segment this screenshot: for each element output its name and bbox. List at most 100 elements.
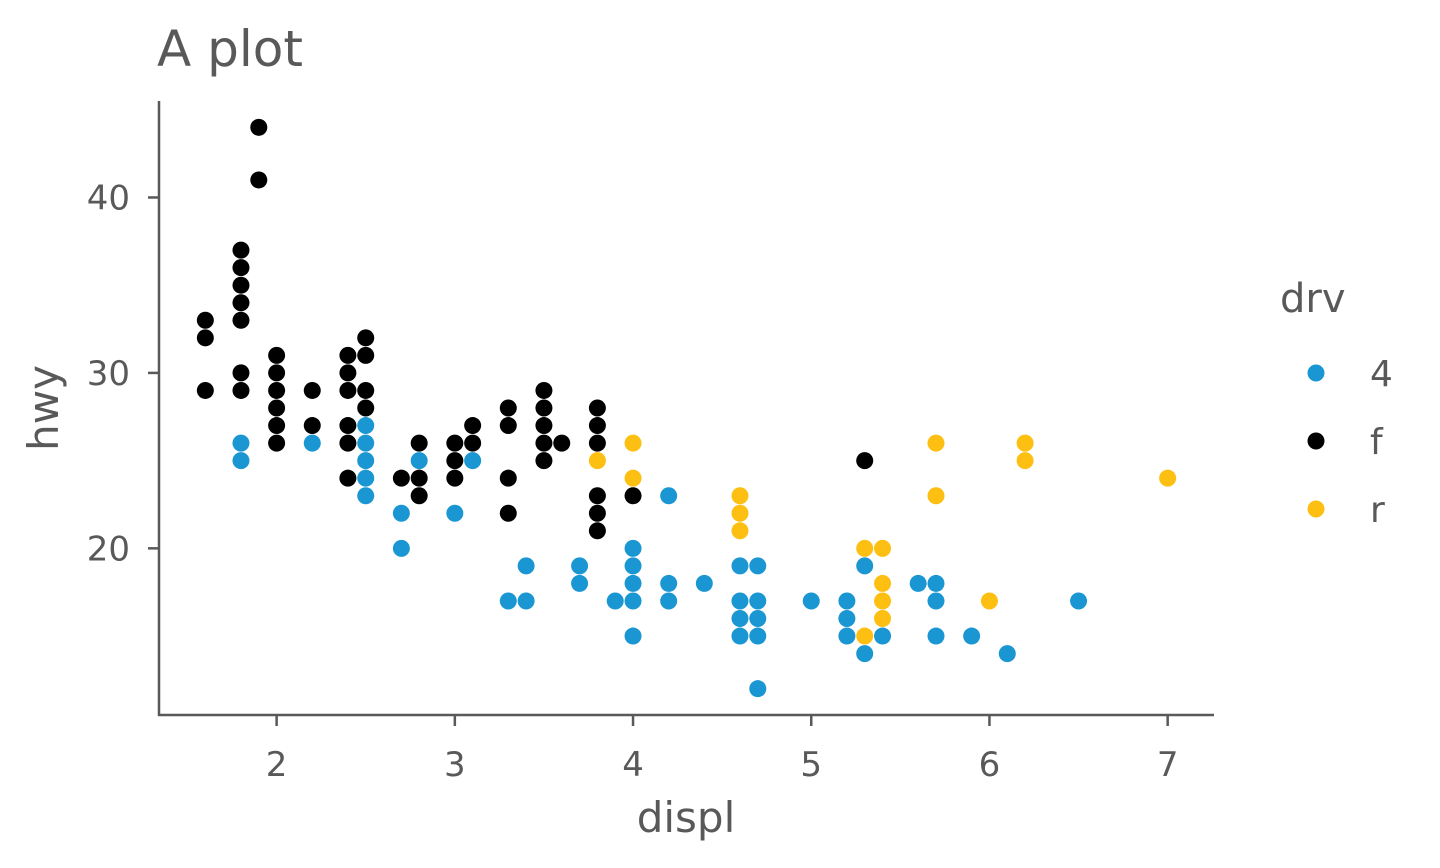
point-drv-4 (856, 557, 874, 575)
point-drv-f (339, 469, 357, 487)
point-drv-f (357, 329, 375, 347)
point-drv-f (856, 452, 874, 470)
point-drv-4 (749, 610, 767, 628)
point-drv-4 (624, 574, 642, 592)
point-drv-f (268, 364, 286, 382)
point-drv-f (357, 346, 375, 364)
point-drv-4 (499, 592, 517, 610)
point-drv-4 (749, 627, 767, 645)
point-drv-f (410, 469, 428, 487)
point-drv-4 (695, 574, 713, 592)
point-drv-f (499, 469, 517, 487)
point-drv-f (339, 417, 357, 435)
point-drv-r (1159, 469, 1177, 487)
point-drv-4 (303, 434, 321, 452)
point-drv-f (339, 346, 357, 364)
point-drv-4 (517, 557, 535, 575)
point-drv-4 (802, 592, 820, 610)
x-axis-label: displ (637, 793, 736, 842)
point-drv-4 (927, 592, 945, 610)
point-drv-f (588, 504, 606, 522)
point-drv-f (410, 434, 428, 452)
point-drv-f (588, 522, 606, 540)
point-drv-f (268, 381, 286, 399)
point-drv-f (232, 311, 250, 329)
point-drv-r (874, 574, 892, 592)
point-drv-4 (446, 504, 464, 522)
point-drv-4 (232, 452, 250, 470)
point-drv-r (856, 627, 874, 645)
point-drv-4 (660, 574, 678, 592)
point-drv-f (588, 417, 606, 435)
point-drv-4 (357, 469, 375, 487)
point-drv-4 (660, 592, 678, 610)
point-drv-4 (927, 627, 945, 645)
point-drv-4 (660, 487, 678, 505)
x-tick-label: 2 (266, 745, 288, 785)
point-drv-4 (749, 557, 767, 575)
point-drv-f (446, 452, 464, 470)
point-drv-f (196, 311, 214, 329)
point-drv-4 (909, 574, 927, 592)
point-drv-f (268, 346, 286, 364)
point-drv-r (731, 504, 749, 522)
point-drv-4 (624, 627, 642, 645)
x-tick-label: 7 (1157, 745, 1179, 785)
x-tick-label: 3 (444, 745, 466, 785)
point-drv-f (464, 434, 482, 452)
point-drv-r (731, 487, 749, 505)
point-drv-4 (392, 539, 410, 557)
point-drv-f (535, 381, 553, 399)
point-drv-4 (856, 645, 874, 663)
legend-key-4 (1307, 364, 1325, 382)
point-drv-f (535, 399, 553, 417)
point-drv-f (499, 504, 517, 522)
point-drv-f (535, 452, 553, 470)
points-layer (196, 118, 1177, 698)
point-drv-4 (731, 592, 749, 610)
point-drv-4 (998, 645, 1016, 663)
point-drv-f (464, 417, 482, 435)
y-tick-label: 20 (87, 529, 130, 569)
point-drv-4 (749, 680, 767, 698)
point-drv-4 (731, 557, 749, 575)
legend: drv 4 fr (1280, 276, 1393, 531)
point-drv-f (303, 381, 321, 399)
point-drv-f (392, 469, 410, 487)
point-drv-4 (874, 627, 892, 645)
point-drv-f (357, 381, 375, 399)
legend-label: 4 (1370, 354, 1393, 395)
point-drv-f (624, 487, 642, 505)
legend-label: f (1370, 422, 1384, 463)
point-drv-r (588, 452, 606, 470)
point-drv-f (410, 487, 428, 505)
point-drv-f (196, 381, 214, 399)
point-drv-4 (571, 557, 589, 575)
point-drv-4 (357, 434, 375, 452)
point-drv-r (980, 592, 998, 610)
point-drv-f (232, 364, 250, 382)
point-drv-r (624, 469, 642, 487)
point-drv-f (339, 434, 357, 452)
point-drv-4 (731, 627, 749, 645)
point-drv-f (303, 417, 321, 435)
point-drv-f (588, 434, 606, 452)
y-tick-label: 30 (87, 354, 130, 394)
point-drv-4 (624, 557, 642, 575)
point-drv-f (250, 171, 268, 189)
point-drv-4 (232, 434, 250, 452)
point-drv-f (232, 294, 250, 312)
point-drv-r (874, 592, 892, 610)
point-drv-f (588, 399, 606, 417)
point-drv-4 (963, 627, 981, 645)
point-drv-4 (392, 504, 410, 522)
point-drv-4 (410, 452, 428, 470)
point-drv-4 (606, 592, 624, 610)
point-drv-4 (1070, 592, 1088, 610)
point-drv-4 (838, 610, 856, 628)
point-drv-f (232, 276, 250, 294)
point-drv-4 (517, 592, 535, 610)
point-drv-r (856, 539, 874, 557)
point-drv-f (535, 417, 553, 435)
